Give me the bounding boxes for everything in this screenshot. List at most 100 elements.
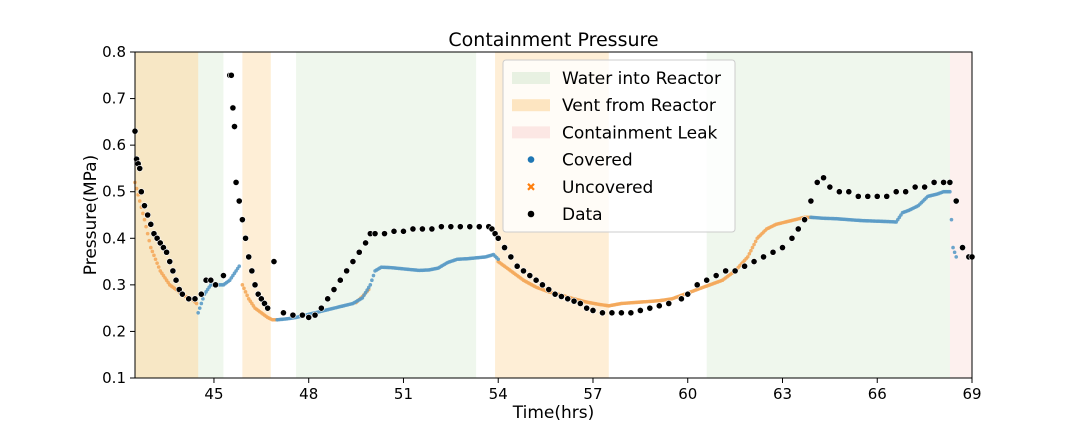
data-point [229,104,237,112]
data-point [178,290,186,298]
data-point [501,244,508,251]
data-point [491,230,499,238]
data-point [507,253,515,261]
data-point [147,220,155,228]
data-point [409,225,417,233]
data-point [141,202,148,210]
legend-label: Data [562,205,603,225]
data-point [447,223,455,231]
data-point [232,178,240,186]
data-point [911,183,919,191]
data-point [545,286,553,293]
data-point [362,239,369,247]
data-point [197,290,205,298]
data-point [589,307,597,314]
uncovered-point [144,224,148,229]
data-point [513,262,521,270]
uncovered-point [145,231,150,236]
data-point [466,223,474,231]
data-point [185,295,193,303]
x-tick-label: 48 [299,385,318,403]
data-point [794,225,802,233]
data-point [883,192,891,200]
x-tick-label: 51 [394,385,413,403]
data-point [801,216,808,224]
uncovered-point [245,293,249,298]
covered-point [954,255,959,259]
covered-point [948,189,952,194]
data-point [618,309,625,317]
data-point [254,290,262,298]
covered-point [951,245,955,250]
data-point [722,267,730,275]
data-point [940,178,947,186]
covered-point [237,264,242,269]
data-point [627,309,635,317]
data-point [400,227,407,235]
data-point [959,244,966,251]
data-point [166,258,174,265]
region-band [198,52,224,378]
data-point [557,293,565,300]
legend-marker [527,156,535,163]
data-point [475,223,483,231]
data-point [930,178,938,186]
covered-point [363,290,368,295]
data-point [731,267,739,275]
data-point [245,253,253,261]
data-point [172,276,180,284]
data-point [532,276,540,284]
covered-point [949,217,954,222]
x-tick-label: 63 [773,385,792,403]
legend-swatch [512,126,550,139]
data-point [835,188,843,196]
data-point [952,197,960,205]
covered-point [370,278,374,283]
covered-point [952,250,957,255]
uncovered-point [243,290,248,294]
data-point [235,197,243,205]
data-point [826,183,834,191]
data-point [336,276,344,284]
covered-point [366,285,371,290]
data-point [608,309,616,317]
uncovered-point [148,245,153,250]
data-point [678,295,685,303]
data-point [390,227,398,235]
data-point [769,248,777,256]
covered-point [496,257,501,262]
y-tick-label: 0.7 [102,90,126,108]
uncovered-point [194,301,199,306]
data-point [845,188,853,196]
covered-point [199,301,204,306]
y-tick-label: 0.8 [102,43,126,61]
data-point [437,223,445,231]
covered-point [360,296,365,300]
data-point [419,225,426,233]
data-point [684,290,692,298]
uncovered-point [142,217,147,222]
legend-swatch [512,99,550,112]
legend-label: Uncovered [562,178,653,198]
y-tick-label: 0.4 [102,229,126,247]
covered-point [365,288,369,292]
data-point [583,304,591,312]
data-point [494,234,502,242]
data-point [343,267,351,275]
legend-label: Water into Reactor [562,69,721,89]
legend-label: Vent from Reactor [562,96,716,116]
uncovered-point [240,283,245,287]
legend-box [502,59,736,233]
legend-label: Containment Leak [562,123,718,143]
data-point [136,165,144,172]
legend: Water into Reactor Vent from Reactor Conta… [502,59,736,233]
data-point [381,230,388,238]
data-point [902,188,910,196]
uncovered-point [152,253,156,258]
x-axis-label: Time(hrs) [512,403,595,423]
region-band [949,52,972,378]
data-point [570,297,578,305]
uncovered-point [242,286,246,291]
data-point [227,71,235,79]
